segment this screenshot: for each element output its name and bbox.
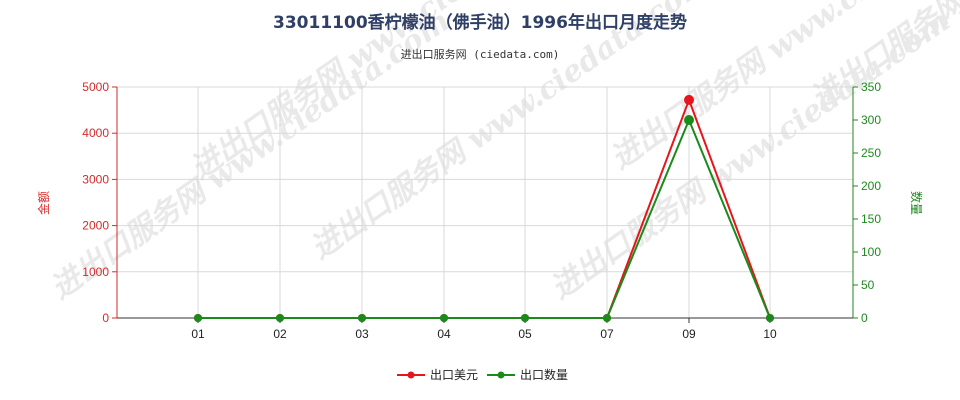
left-tick-label: 3000 [82,172,109,186]
right-tick-label: 150 [861,212,881,226]
right-tick-label: 100 [861,245,881,259]
x-tick-label: 04 [437,327,451,341]
data-point[interactable] [276,314,284,322]
right-tick-label: 250 [861,146,881,160]
right-tick-label: 0 [861,311,868,325]
data-point[interactable] [521,314,529,322]
legend-item-2[interactable]: 出口数量 [487,367,568,382]
data-point[interactable] [603,314,611,322]
right-axis-label: 数量 [909,191,924,215]
legend[interactable]: 出口美元 出口数量 [397,367,568,382]
legend-swatch-marker [497,371,505,379]
data-point[interactable] [440,314,448,322]
data-point[interactable] [358,314,366,322]
left-tick-label: 0 [102,311,109,325]
left-tick-label: 5000 [82,80,109,94]
plot-grid [117,86,853,318]
left-axis-ticks: 0 1000 2000 3000 4000 5000 [82,80,117,325]
right-tick-label: 350 [861,80,881,94]
x-tick-label: 05 [518,327,532,341]
x-tick-label: 02 [273,327,287,341]
data-point[interactable] [766,314,774,322]
left-tick-label: 1000 [82,265,109,279]
x-tick-label: 07 [600,327,614,341]
right-tick-label: 50 [861,278,875,292]
x-tick-label: 10 [763,327,777,341]
x-tick-label: 09 [682,327,696,341]
left-tick-label: 2000 [82,219,109,233]
legend-item-1[interactable]: 出口美元 [397,368,478,382]
chart-subtitle: 进出口服务网 (ciedata.com) [401,47,560,61]
right-tick-label: 300 [861,113,881,127]
left-axis-label: 金额 [36,191,51,215]
legend-swatch-marker [407,371,415,379]
legend-label: 出口美元 [430,368,478,382]
x-tick-label: 03 [355,327,369,341]
right-axis-ticks: 0 50 100 150 200 250 300 350 [853,80,881,325]
left-tick-label: 4000 [82,126,109,140]
series-line-2 [198,117,771,319]
right-tick-label: 200 [861,179,881,193]
data-point[interactable] [684,94,694,105]
x-axis-ticks: 01 02 03 04 05 07 09 10 [191,318,777,341]
x-tick-label: 01 [191,327,205,341]
legend-label: 出口数量 [520,367,568,382]
series-layer [194,94,774,322]
data-point[interactable] [684,115,694,125]
data-point[interactable] [194,314,202,322]
chart-title: 33011100香柠檬油（佛手油）1996年出口月度走势 [273,12,687,33]
